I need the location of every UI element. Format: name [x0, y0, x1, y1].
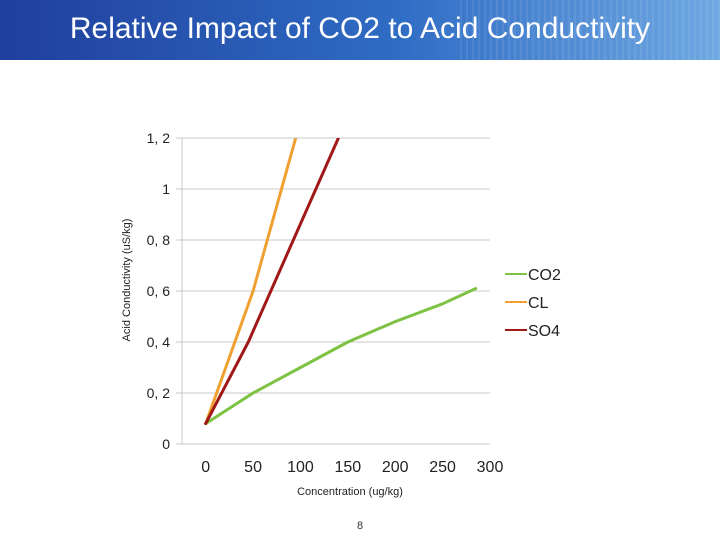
- gridlines: [176, 137, 490, 445]
- x-tick-label: 200: [382, 459, 409, 476]
- y-tick-label: 1: [162, 181, 170, 197]
- page-number: 8: [356, 520, 364, 532]
- series-line-co2: [204, 287, 478, 426]
- x-tick-label: 150: [334, 459, 361, 476]
- x-tick-labels: 0 50 100 150 200 250 300: [201, 459, 503, 476]
- x-tick-label: 300: [477, 459, 504, 476]
- legend-label-co2: CO2: [528, 267, 561, 284]
- legend: CO2 CL SO4: [505, 267, 561, 340]
- x-tick-label: 100: [287, 459, 314, 476]
- y-tick-label: 0, 6: [147, 283, 171, 299]
- x-axis-label: Concentration (ug/kg): [297, 486, 403, 498]
- series-line-so4: [204, 138, 340, 426]
- y-tick-label: 0, 8: [147, 232, 171, 248]
- series-line-cl: [204, 138, 298, 426]
- y-tick-label: 0: [162, 436, 170, 452]
- x-tick-label: 50: [244, 459, 262, 476]
- x-tick-label: 250: [429, 459, 456, 476]
- y-tick-label: 0, 2: [147, 385, 171, 401]
- y-tick-label: 1, 2: [147, 130, 171, 146]
- legend-label-so4: SO4: [528, 323, 560, 340]
- legend-label-cl: CL: [528, 295, 549, 312]
- y-axis-label: Acid Conductivity (uS/kg): [121, 219, 133, 342]
- series-lines: [204, 138, 478, 426]
- y-tick-labels: 0 0, 2 0, 4 0, 6 0, 8 1 1, 2: [147, 130, 171, 452]
- slide-title: Relative Impact of CO2 to Acid Conductiv…: [69, 12, 651, 45]
- title-bar: Relative Impact of CO2 to Acid Conductiv…: [0, 0, 720, 60]
- y-tick-label: 0, 4: [147, 334, 171, 350]
- x-tick-label: 0: [201, 459, 210, 476]
